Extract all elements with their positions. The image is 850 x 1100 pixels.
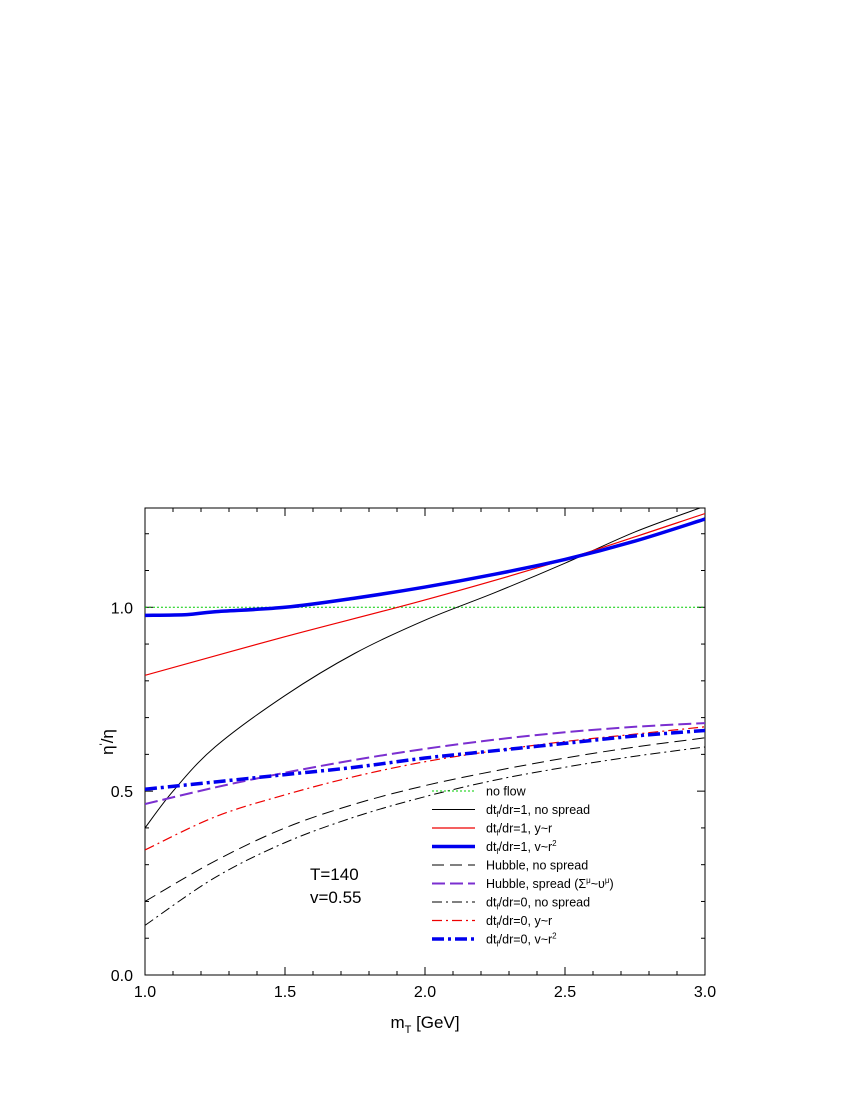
x-tick-label: 1.5 (274, 984, 296, 1001)
y-tick-label: 0.0 (111, 968, 133, 985)
legend-label-5: Hubble, spread (Σμ~υμ) (486, 876, 614, 891)
legend-label-7: dtf/dr=0, y~r (486, 914, 552, 930)
legend-label-6: dtf/dr=0, no spread (486, 896, 590, 912)
series-line-7 (145, 726, 705, 851)
axis-ticks: 1.0 1.5 2.0 2.5 3.0 0.0 0.5 1.0 (111, 508, 716, 1001)
annotation-velocity: v=0.55 (310, 888, 362, 907)
legend-label-3: dtf/dr=1, v~r2 (486, 839, 557, 856)
x-tick-label: 2.5 (554, 984, 576, 1001)
x-axis-title: mT [GeV] (390, 1013, 459, 1036)
y-tick-label: 0.5 (111, 784, 133, 801)
series-line-5 (145, 722, 705, 805)
series-line-6 (145, 746, 705, 926)
plot-frame (144, 507, 706, 976)
x-tick-label: 2.0 (414, 984, 436, 1001)
annotation-temperature: T=140 (310, 865, 359, 884)
legend-label-1: dtf/dr=1, no spread (486, 803, 590, 819)
y-axis-title: η'/η (98, 729, 117, 755)
legend-label-2: dtf/dr=1, y~r (486, 822, 552, 838)
series-line-2 (145, 512, 705, 676)
legend-label-4: Hubble, no spread (486, 859, 588, 873)
legend-label-8: dtf/dr=0, v~r2 (486, 932, 557, 949)
y-tick-label: 1.0 (111, 600, 133, 617)
series-line-4 (145, 737, 705, 902)
series-lines (145, 508, 705, 926)
legend-label-0: no flow (486, 785, 527, 799)
series-line-3 (145, 517, 705, 618)
x-tick-label: 1.0 (134, 984, 156, 1001)
series-line-1 (145, 508, 702, 829)
x-tick-label: 3.0 (694, 984, 716, 1001)
series-line-8 (145, 728, 705, 792)
